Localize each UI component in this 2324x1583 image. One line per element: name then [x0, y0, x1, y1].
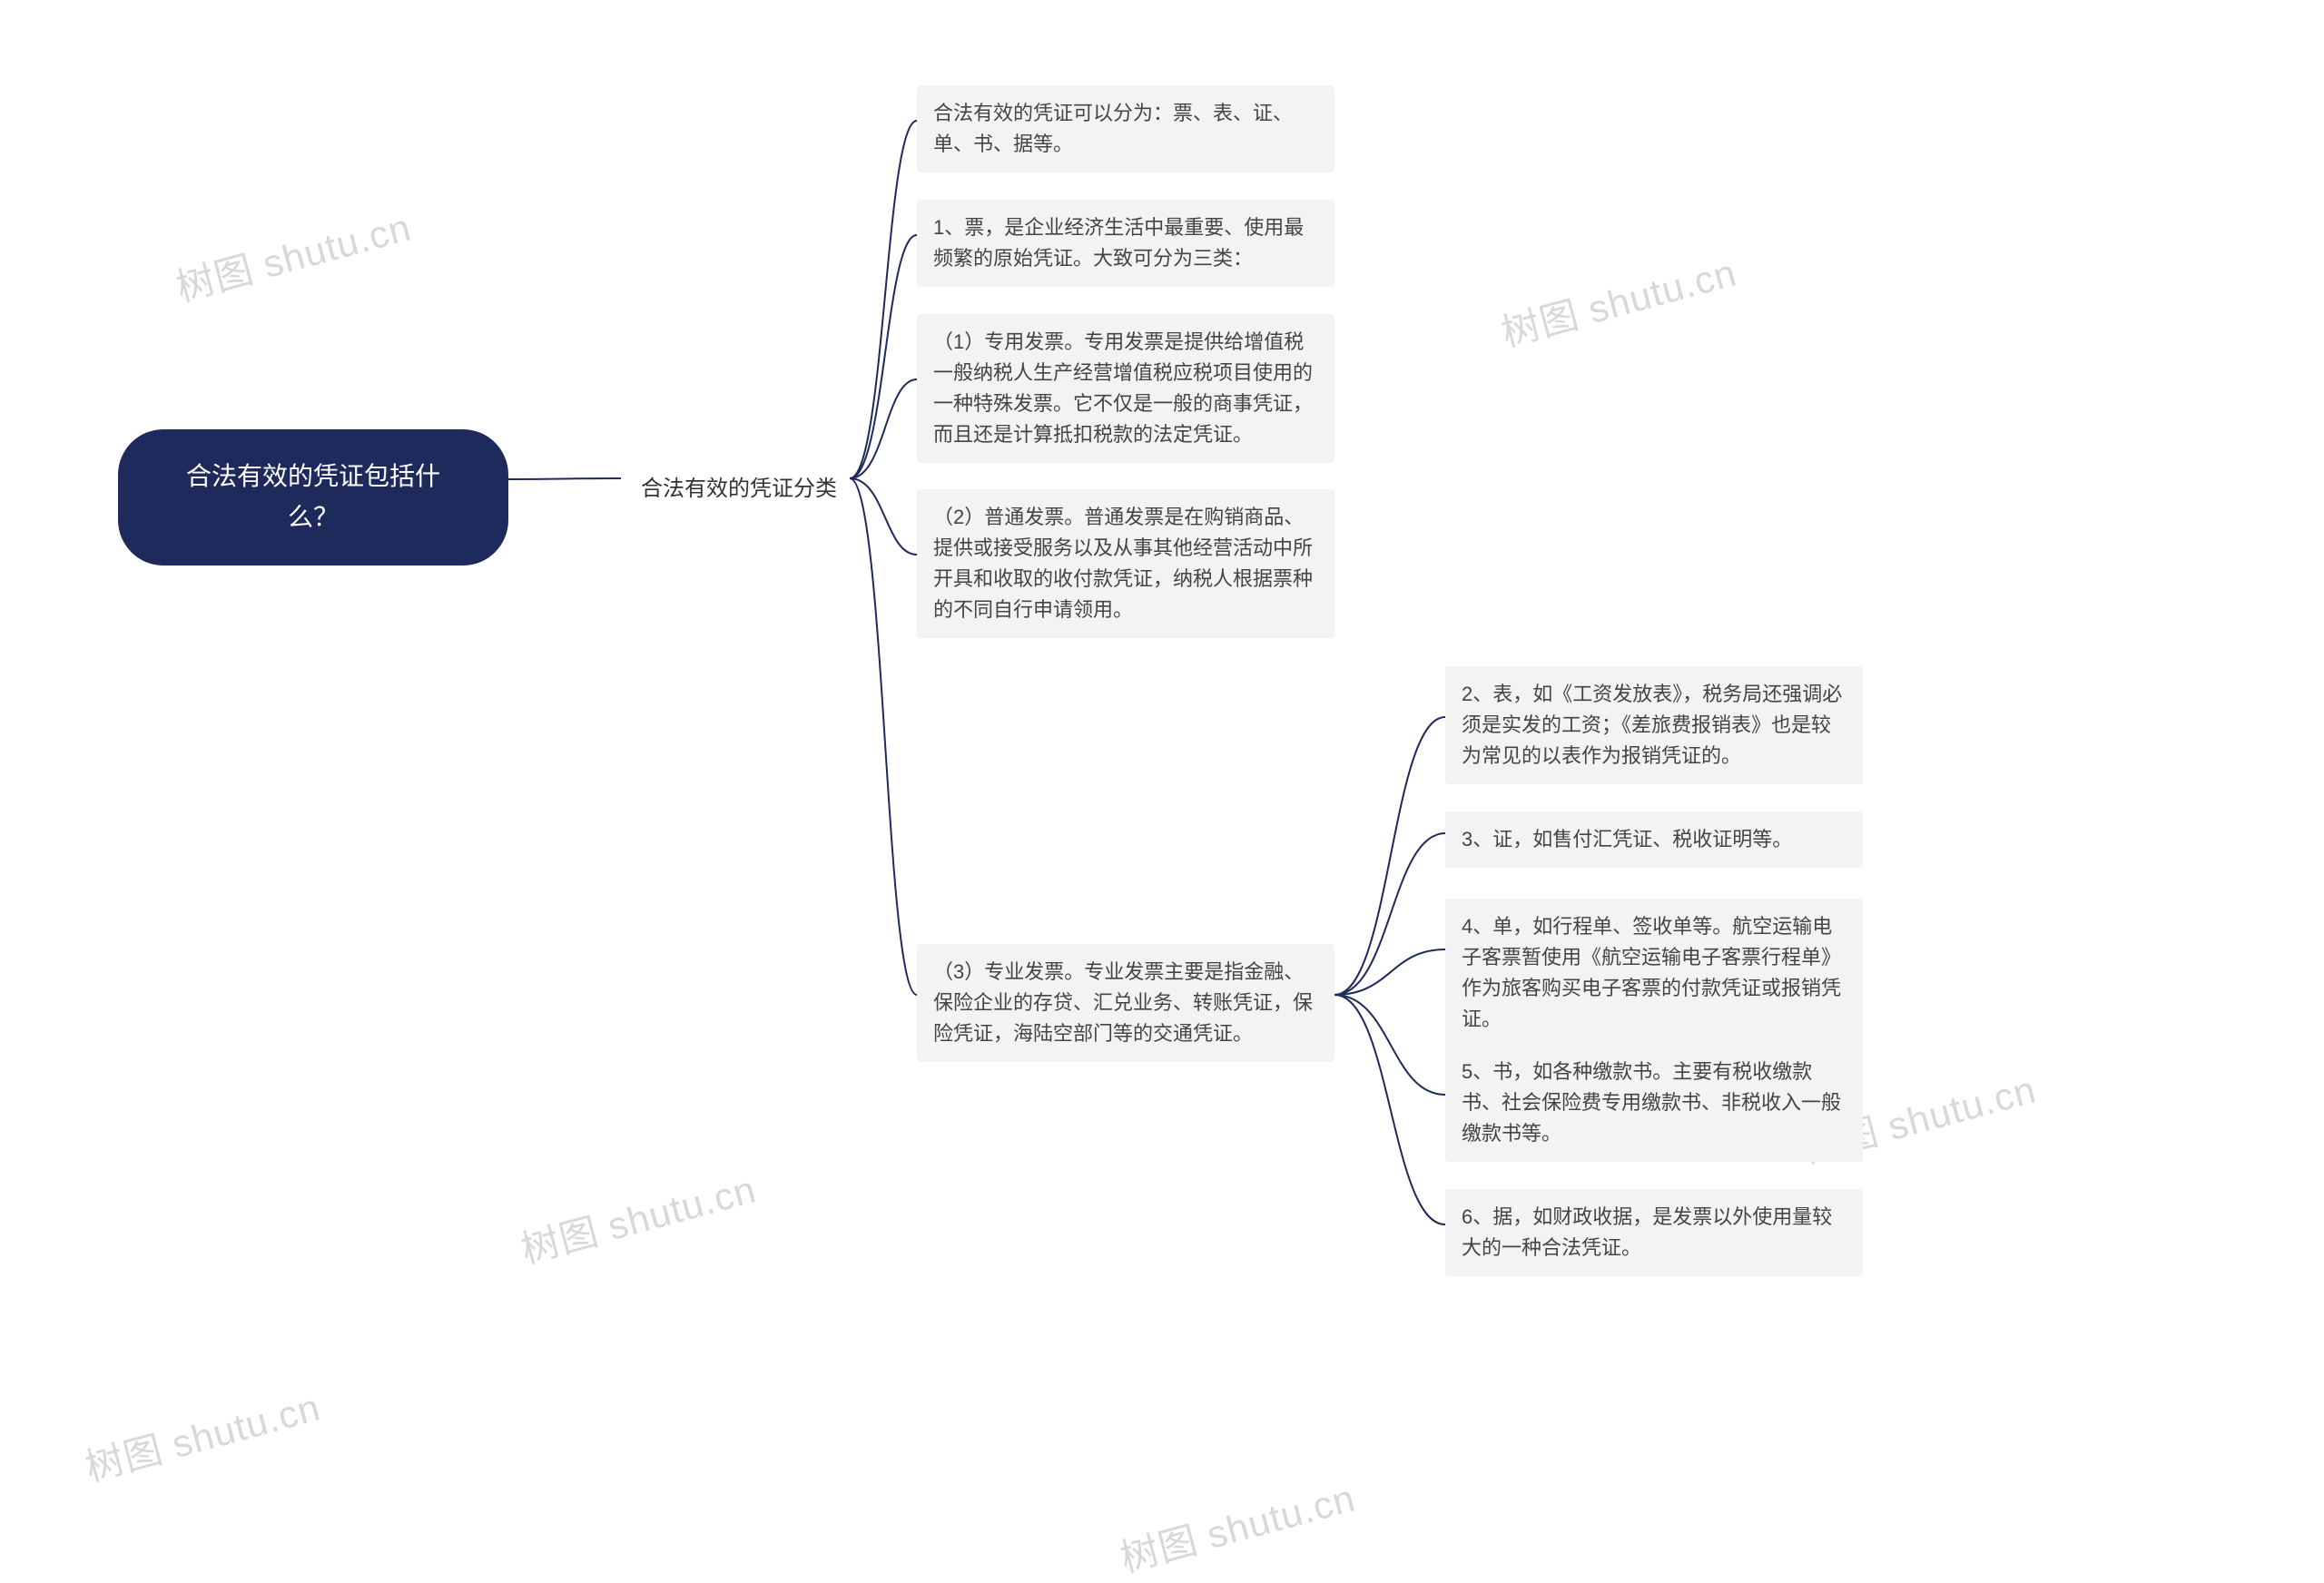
watermark: 树图 shutu.cn [1114, 1468, 1361, 1583]
leaf-node: （2）普通发票。普通发票是在购销商品、提供或接受服务以及从事其他经营活动中所开具… [917, 489, 1334, 638]
leaf-text: 5、书，如各种缴款书。主要有税收缴款书、社会保险费专用缴款书、非税收入一般缴款书… [1462, 1060, 1841, 1145]
leaf-node: 1、票，是企业经济生活中最重要、使用最频繁的原始凭证。大致可分为三类： [917, 200, 1334, 287]
leaf-node: 2、表，如《工资发放表》，税务局还强调必须是实发的工资；《差旅费报销表》也是较为… [1445, 666, 1863, 784]
leaf-node: 合法有效的凭证可以分为：票、表、证、单、书、据等。 [917, 85, 1334, 172]
leaf-text: 4、单，如行程单、签收单等。航空运输电子客票暂使用《航空运输电子客票行程单》作为… [1462, 915, 1841, 1030]
leaf-node: 5、书，如各种缴款书。主要有税收缴款书、社会保险费专用缴款书、非税收入一般缴款书… [1445, 1044, 1863, 1162]
leaf-node: 4、单，如行程单、签收单等。航空运输电子客票暂使用《航空运输电子客票行程单》作为… [1445, 899, 1863, 1047]
leaf-text: （2）普通发票。普通发票是在购销商品、提供或接受服务以及从事其他经营活动中所开具… [933, 506, 1313, 621]
leaf-text: 1、票，是企业经济生活中最重要、使用最频繁的原始凭证。大致可分为三类： [933, 216, 1304, 270]
branch-node-classification: 合法有效的凭证分类 [621, 457, 857, 515]
leaf-text: 6、据，如财政收据，是发票以外使用量较大的一种合法凭证。 [1462, 1205, 1832, 1259]
leaf-text: （3）专业发票。专业发票主要是指金融、保险企业的存贷、汇兑业务、转账凭证，保险凭… [933, 960, 1313, 1045]
root-node: 合法有效的凭证包括什么？ [118, 429, 508, 565]
leaf-text: 合法有效的凭证可以分为：票、表、证、单、书、据等。 [933, 102, 1293, 155]
watermark: 树图 shutu.cn [79, 1377, 326, 1493]
root-node-text: 合法有效的凭证包括什么？ [186, 462, 440, 531]
leaf-text: （1）专用发票。专用发票是提供给增值税一般纳税人生产经营增值税应税项目使用的一种… [933, 330, 1313, 446]
leaf-node: 3、证，如售付汇凭证、税收证明等。 [1445, 811, 1863, 868]
branch-node-text: 合法有效的凭证分类 [641, 477, 837, 501]
leaf-text: 3、证，如售付汇凭证、税收证明等。 [1462, 828, 1792, 850]
watermark: 树图 shutu.cn [1495, 242, 1742, 359]
leaf-node: （3）专业发票。专业发票主要是指金融、保险企业的存贷、汇兑业务、转账凭证，保险凭… [917, 944, 1334, 1062]
watermark: 树图 shutu.cn [515, 1159, 762, 1275]
watermark: 树图 shutu.cn [170, 197, 417, 313]
leaf-node: 6、据，如财政收据，是发票以外使用量较大的一种合法凭证。 [1445, 1189, 1863, 1276]
leaf-text: 2、表，如《工资发放表》，税务局还强调必须是实发的工资；《差旅费报销表》也是较为… [1462, 683, 1842, 767]
leaf-node: （1）专用发票。专用发票是提供给增值税一般纳税人生产经营增值税应税项目使用的一种… [917, 314, 1334, 463]
